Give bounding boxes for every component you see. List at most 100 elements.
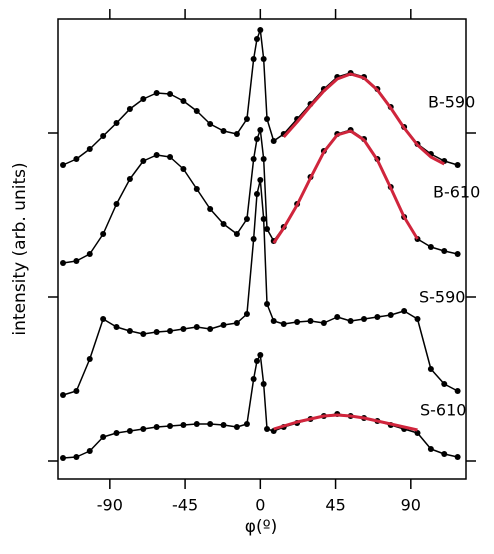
data-point bbox=[153, 90, 160, 96]
data-point bbox=[253, 136, 260, 142]
data-point bbox=[454, 251, 461, 257]
data-point bbox=[250, 156, 257, 162]
data-point bbox=[334, 314, 341, 320]
data-point bbox=[73, 258, 80, 264]
series-line bbox=[62, 29, 458, 166]
plot-frame bbox=[57, 18, 467, 480]
x-tick-label: 0 bbox=[255, 496, 265, 515]
data-point bbox=[454, 162, 461, 168]
data-point bbox=[126, 328, 133, 334]
data-point bbox=[153, 152, 160, 158]
data-point bbox=[113, 201, 120, 207]
x-tick-label: -90 bbox=[97, 496, 123, 515]
data-point bbox=[260, 216, 267, 222]
data-point bbox=[414, 430, 421, 436]
data-point bbox=[270, 318, 277, 324]
data-point bbox=[243, 311, 250, 317]
data-point bbox=[233, 320, 240, 326]
data-point bbox=[260, 156, 267, 162]
data-point bbox=[140, 96, 147, 102]
data-point bbox=[193, 324, 200, 330]
data-point bbox=[233, 131, 240, 137]
data-point bbox=[193, 108, 200, 114]
y-axis-label: intensity (arb. units) bbox=[10, 162, 30, 335]
data-point bbox=[86, 356, 93, 362]
data-point bbox=[307, 318, 314, 324]
data-point bbox=[320, 320, 327, 326]
data-point bbox=[167, 423, 174, 429]
data-point bbox=[257, 352, 264, 358]
data-point bbox=[100, 316, 107, 322]
data-point bbox=[374, 314, 381, 320]
data-point bbox=[86, 448, 93, 454]
data-point bbox=[387, 312, 394, 318]
fit-line bbox=[272, 129, 419, 244]
data-point bbox=[180, 326, 187, 332]
data-point bbox=[167, 154, 174, 160]
data-point bbox=[427, 366, 434, 372]
data-point bbox=[100, 434, 107, 440]
data-point bbox=[126, 176, 133, 182]
data-point bbox=[60, 162, 67, 168]
data-point bbox=[233, 231, 240, 237]
data-point bbox=[207, 206, 214, 212]
data-point bbox=[243, 216, 250, 222]
data-point bbox=[243, 116, 250, 122]
data-point bbox=[180, 98, 187, 104]
data-point bbox=[126, 106, 133, 112]
data-point bbox=[270, 138, 277, 144]
data-point bbox=[294, 319, 301, 325]
data-point bbox=[140, 331, 147, 337]
data-point bbox=[260, 56, 267, 62]
data-point bbox=[207, 121, 214, 127]
data-point bbox=[233, 424, 240, 430]
data-point bbox=[140, 158, 147, 164]
data-point bbox=[454, 454, 461, 460]
data-point bbox=[60, 455, 67, 461]
data-point bbox=[257, 127, 264, 133]
data-point bbox=[260, 381, 267, 387]
data-point bbox=[140, 426, 147, 432]
data-point bbox=[86, 146, 93, 152]
data-point bbox=[207, 421, 214, 427]
data-point bbox=[220, 422, 227, 428]
data-point bbox=[220, 128, 227, 134]
data-point bbox=[167, 328, 174, 334]
data-point bbox=[60, 260, 67, 266]
series-line bbox=[62, 129, 458, 264]
data-point bbox=[220, 221, 227, 227]
data-point bbox=[264, 116, 271, 122]
x-tick-label: 90 bbox=[401, 496, 421, 515]
data-point bbox=[280, 321, 287, 327]
data-point bbox=[257, 27, 264, 33]
data-point bbox=[113, 324, 120, 330]
data-point bbox=[100, 231, 107, 237]
data-point bbox=[401, 308, 408, 314]
data-point bbox=[180, 422, 187, 428]
data-point bbox=[441, 451, 448, 457]
data-point bbox=[153, 424, 160, 430]
data-point bbox=[414, 316, 421, 322]
data-point bbox=[253, 191, 260, 197]
x-axis-label: φ(º) bbox=[245, 517, 278, 537]
data-point bbox=[264, 226, 271, 232]
data-point bbox=[264, 301, 271, 307]
data-point bbox=[126, 428, 133, 434]
fit-line bbox=[273, 413, 418, 432]
data-point bbox=[73, 388, 80, 394]
series-label: B-610 bbox=[433, 183, 480, 202]
series-label: S-610 bbox=[420, 401, 466, 420]
data-point bbox=[113, 430, 120, 436]
data-point bbox=[427, 446, 434, 452]
x-tick-label: -45 bbox=[172, 496, 198, 515]
data-point bbox=[250, 376, 257, 382]
data-point bbox=[427, 244, 434, 250]
series-line bbox=[62, 179, 458, 396]
fit-line bbox=[282, 72, 445, 166]
data-point bbox=[100, 133, 107, 139]
data-point bbox=[167, 91, 174, 97]
data-point bbox=[153, 329, 160, 335]
data-point bbox=[441, 381, 448, 387]
data-point bbox=[347, 318, 354, 324]
